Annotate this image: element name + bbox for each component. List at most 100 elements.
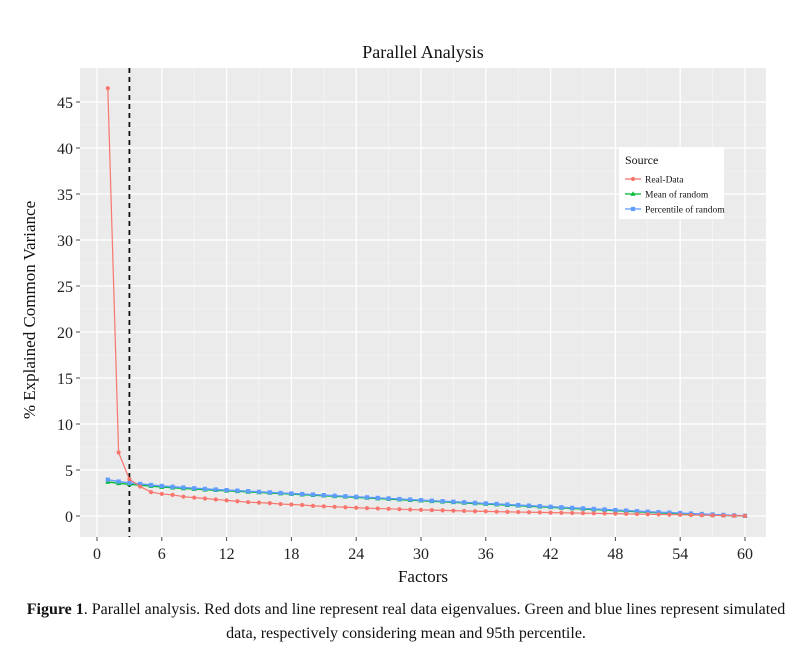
data-point-percentile-of-random — [580, 506, 586, 511]
data-point-real-data — [634, 511, 640, 517]
y-tick-label: 0 — [65, 509, 73, 526]
x-tick-label: 42 — [543, 546, 559, 563]
data-point-real-data — [667, 512, 672, 517]
plot-panel — [80, 68, 766, 537]
data-point-real-data — [332, 504, 337, 509]
data-point-percentile-of-random — [289, 491, 294, 496]
data-point-percentile-of-random — [516, 502, 521, 508]
data-point-real-data — [235, 499, 240, 504]
data-point-real-data — [483, 509, 488, 514]
data-point-percentile-of-random — [343, 494, 348, 499]
data-point-real-data — [656, 512, 661, 517]
data-point-percentile-of-random — [440, 499, 445, 504]
data-point-real-data — [105, 86, 110, 91]
data-point-percentile-of-random — [310, 492, 316, 497]
x-tick-label: 60 — [737, 546, 753, 563]
data-point-real-data — [375, 506, 380, 511]
data-point-real-data — [170, 492, 175, 497]
data-point-real-data — [570, 510, 575, 516]
data-point-percentile-of-random — [591, 506, 596, 512]
legend-title: Source — [625, 153, 658, 167]
chart-container: Parallel Analysis Factors % Explained Co… — [20, 42, 766, 586]
data-point-real-data — [429, 508, 434, 513]
data-point-percentile-of-random — [408, 497, 413, 502]
data-point-real-data — [526, 510, 532, 515]
data-point-percentile-of-random — [321, 493, 326, 498]
data-point-real-data — [548, 510, 553, 515]
legend-label-percentile-of-random: Percentile of random — [645, 205, 725, 216]
chart-svg: Parallel Analysis Factors % Explained Co… — [20, 42, 766, 586]
data-point-real-data — [710, 513, 715, 518]
data-point-real-data — [418, 507, 424, 512]
data-point-real-data — [624, 511, 629, 516]
chart-title: Parallel Analysis — [362, 42, 483, 62]
figure-caption: Figure 1. Parallel analysis. Red dots an… — [20, 598, 792, 646]
y-tick-label: 45 — [57, 95, 73, 112]
y-tick-label: 40 — [57, 141, 73, 158]
data-point-real-data — [580, 511, 586, 516]
data-point-percentile-of-random — [526, 503, 532, 508]
data-point-percentile-of-random — [170, 484, 175, 489]
data-point-percentile-of-random — [364, 495, 370, 500]
data-point-percentile-of-random — [159, 483, 164, 489]
data-point-percentile-of-random — [267, 490, 272, 495]
data-point-real-data — [300, 502, 305, 508]
data-point-percentile-of-random — [494, 501, 499, 507]
data-point-percentile-of-random — [602, 507, 607, 512]
data-point-percentile-of-random — [116, 479, 121, 484]
x-tick-label: 24 — [348, 546, 364, 563]
data-point-percentile-of-random — [505, 502, 510, 507]
x-tick-label: 48 — [607, 546, 623, 563]
data-point-percentile-of-random — [202, 486, 208, 491]
data-point-real-data — [721, 513, 726, 518]
data-point-percentile-of-random — [332, 493, 337, 498]
data-point-real-data — [462, 508, 467, 514]
y-tick-label: 30 — [57, 233, 73, 250]
data-point-percentile-of-random — [472, 500, 478, 505]
data-point-real-data — [138, 484, 143, 489]
data-point-real-data — [678, 512, 683, 517]
data-point-real-data — [397, 507, 402, 512]
y-tick-label: 25 — [57, 279, 73, 296]
data-point-real-data — [732, 513, 737, 518]
data-point-real-data — [559, 510, 564, 515]
data-point-real-data — [127, 477, 132, 482]
data-point-percentile-of-random — [613, 507, 618, 513]
data-point-real-data — [537, 510, 542, 515]
x-tick-label: 18 — [283, 546, 299, 563]
data-point-real-data — [256, 500, 262, 505]
data-point-real-data — [364, 506, 370, 511]
data-point-real-data — [202, 496, 208, 501]
x-tick-label: 36 — [478, 546, 494, 563]
x-tick-label: 12 — [219, 546, 235, 563]
data-point-real-data — [321, 504, 326, 509]
data-point-real-data — [505, 509, 510, 514]
data-point-percentile-of-random — [127, 480, 132, 485]
legend-label-real-data: Real-Data — [645, 176, 684, 186]
data-point-percentile-of-random — [224, 487, 229, 493]
data-point-percentile-of-random — [429, 498, 434, 503]
data-point-real-data — [246, 500, 251, 505]
data-point-real-data — [148, 489, 154, 495]
data-point-percentile-of-random — [300, 491, 305, 497]
data-point-percentile-of-random — [656, 510, 661, 515]
y-axis-label: % Explained Common Variance — [20, 201, 39, 419]
data-point-percentile-of-random — [235, 488, 240, 493]
data-point-percentile-of-random — [418, 497, 424, 503]
data-point-real-data — [386, 506, 391, 511]
data-point-percentile-of-random — [181, 485, 186, 490]
data-point-percentile-of-random — [537, 504, 542, 509]
data-point-real-data — [267, 501, 272, 506]
data-point-real-data — [343, 505, 348, 510]
data-point-real-data — [159, 491, 164, 497]
data-point-percentile-of-random — [246, 489, 251, 494]
data-point-real-data — [591, 511, 596, 516]
data-point-real-data — [645, 512, 650, 517]
data-point-percentile-of-random — [548, 504, 553, 509]
y-tick-label: 15 — [57, 371, 73, 388]
y-tick-label: 5 — [65, 463, 73, 480]
data-point-percentile-of-random — [148, 482, 154, 488]
data-point-percentile-of-random — [559, 505, 564, 510]
data-point-percentile-of-random — [570, 505, 575, 510]
legend-label-mean-of-random: Mean of random — [645, 190, 709, 201]
